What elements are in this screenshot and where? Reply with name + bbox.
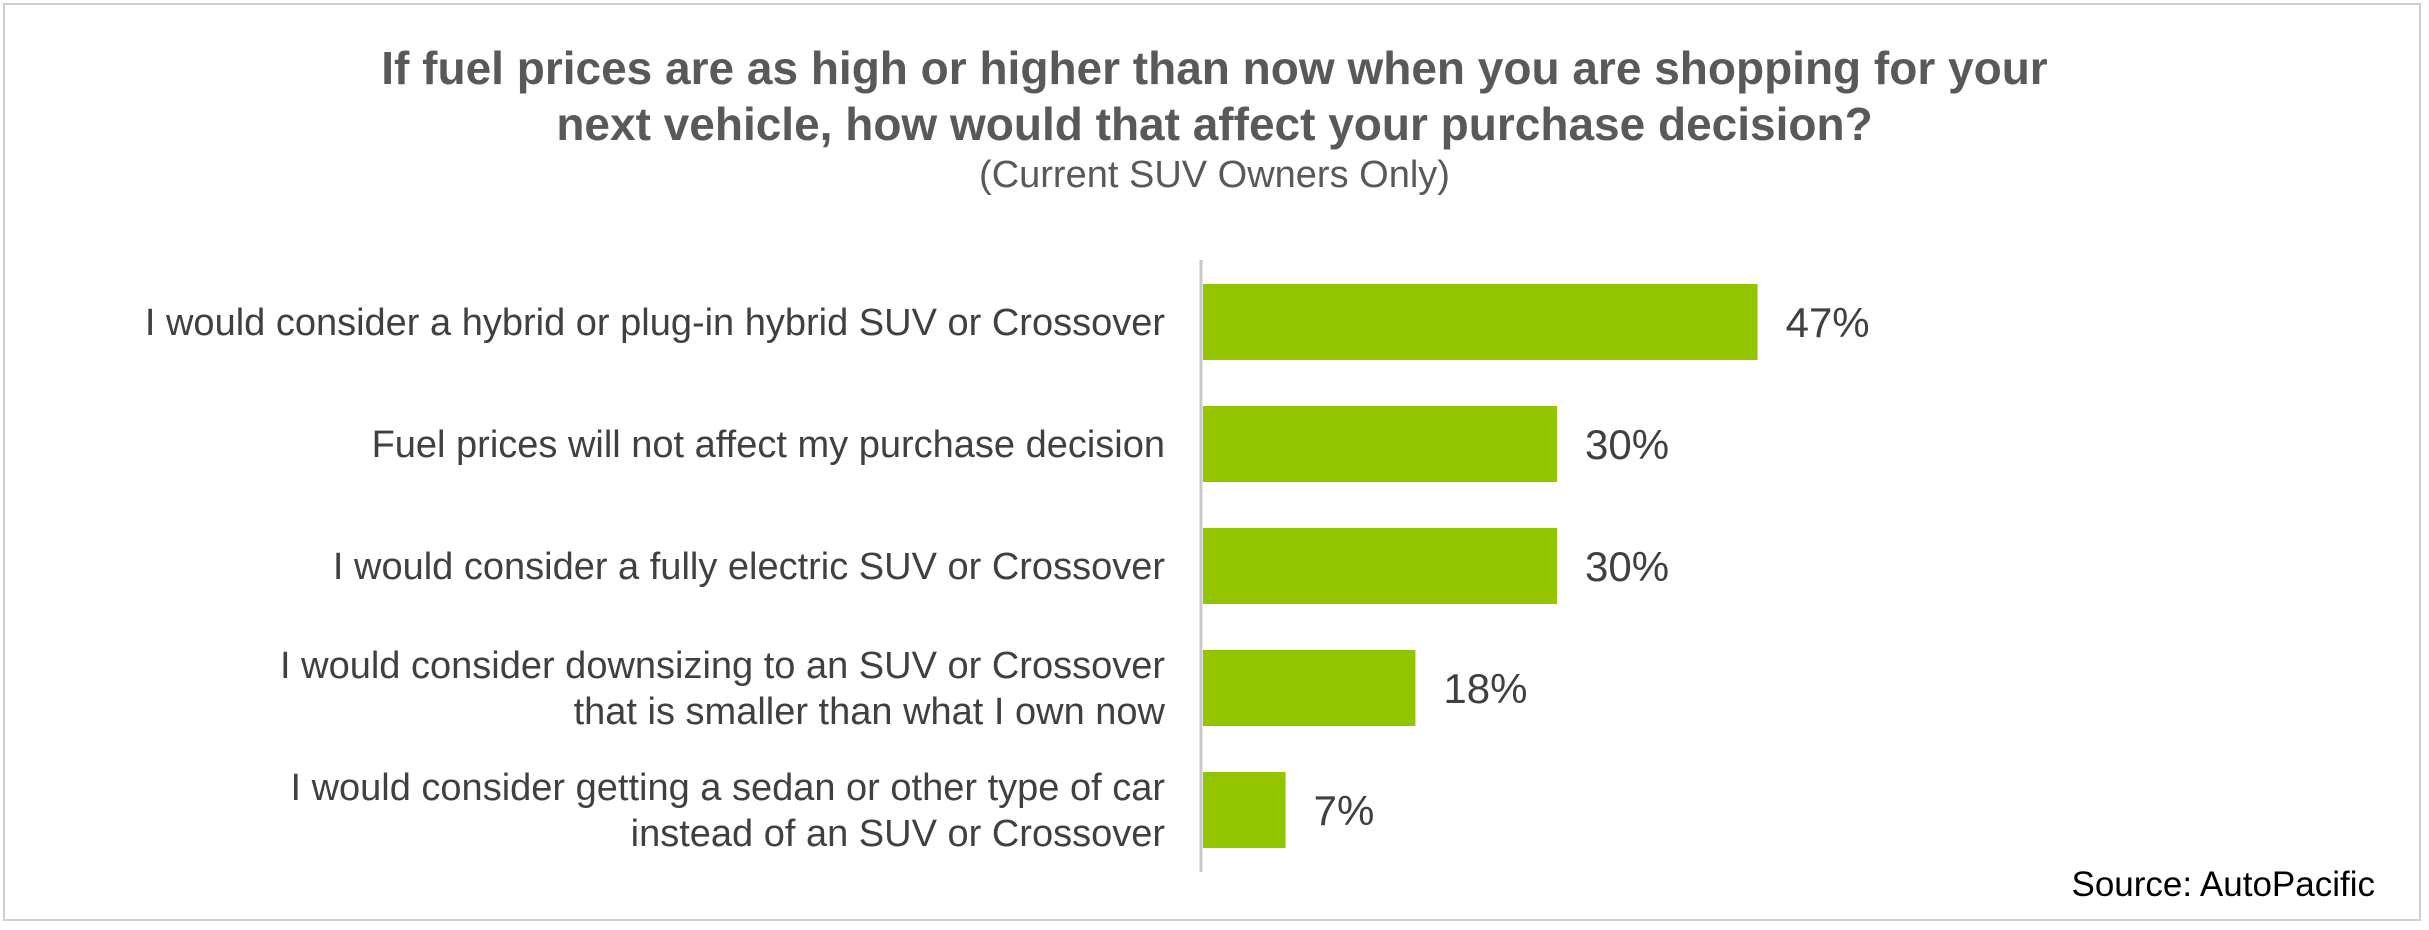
value-label-1: 47% — [1786, 299, 1870, 346]
bar-2 — [1203, 406, 1557, 482]
category-label-5-line-1: I would consider getting a sedan or othe… — [290, 767, 1165, 809]
value-label-2: 30% — [1585, 421, 1669, 468]
category-labels-group: I would consider a hybrid or plug-in hyb… — [145, 302, 1166, 855]
chart-title: If fuel prices are as high or higher tha… — [0, 40, 2429, 152]
category-label-4-line-1: I would consider downsizing to an SUV or… — [280, 645, 1165, 687]
bar-4 — [1203, 650, 1416, 726]
value-label-4: 18% — [1443, 665, 1527, 712]
category-label-2: Fuel prices will not affect my purchase … — [372, 424, 1165, 466]
source-note: Source: AutoPacific — [2071, 865, 2376, 904]
chart-frame — [3, 3, 2421, 921]
bar-5 — [1203, 772, 1286, 848]
bars-group — [1203, 284, 1758, 848]
chart-subtitle: (Current SUV Owners Only) — [979, 154, 1450, 196]
chart-title-line-1: If fuel prices are as high or higher tha… — [381, 42, 2048, 94]
category-label-3: I would consider a fully electric SUV or… — [333, 546, 1165, 588]
category-label-5-line-2: instead of an SUV or Crossover — [631, 813, 1166, 855]
value-label-5: 7% — [1314, 787, 1375, 834]
bar-3 — [1203, 528, 1557, 604]
chart-title-line-2: next vehicle, how would that affect your… — [556, 98, 1873, 150]
category-label-4-line-2: that is smaller than what I own now — [574, 691, 1166, 733]
value-labels-group: 47% 30% 30% 18% 7% — [1314, 299, 1870, 834]
value-label-3: 30% — [1585, 543, 1669, 590]
category-label-1: I would consider a hybrid or plug-in hyb… — [145, 302, 1165, 344]
bar-1 — [1203, 284, 1758, 360]
